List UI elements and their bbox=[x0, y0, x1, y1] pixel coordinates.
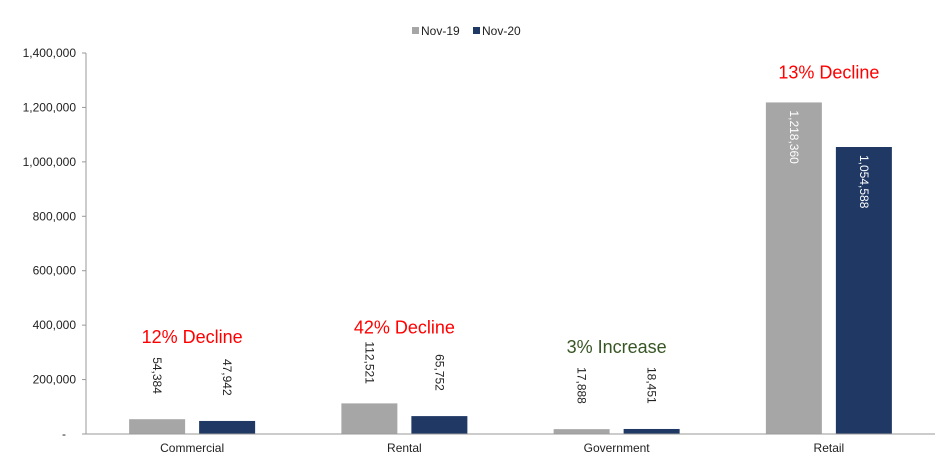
bar-government-nov-19 bbox=[553, 429, 610, 434]
y-tick-label: - bbox=[62, 427, 66, 441]
bar-government-nov-20 bbox=[623, 428, 680, 434]
bar-retail-nov-19 bbox=[765, 102, 822, 434]
bar-retail-nov-20 bbox=[835, 147, 892, 434]
bars-group: 54,384 47,942 112,521 65,752 17,888 18,451 1,2… bbox=[129, 102, 892, 434]
legend-swatch-nov-19 bbox=[412, 27, 419, 34]
annotation-rental: 42% Decline bbox=[354, 317, 455, 337]
y-tick-label: 1,000,000 bbox=[23, 155, 77, 169]
legend-swatch-nov-20 bbox=[473, 27, 480, 34]
x-tick-label-government: Government bbox=[584, 441, 651, 455]
y-axis: - 200,000 400,000 600,000 800,000 1,000,000 1,… bbox=[23, 46, 87, 441]
x-tick-label-rental: Rental bbox=[387, 441, 422, 455]
chart-legend: Nov-19 Nov-20 bbox=[412, 24, 521, 38]
legend-label-nov-19: Nov-19 bbox=[421, 24, 460, 38]
data-label-rental-nov-20: 65,752 bbox=[432, 354, 446, 391]
data-label-retail-nov-20: 1,054,588 bbox=[857, 155, 871, 209]
y-tick-label: 1,400,000 bbox=[23, 46, 77, 60]
x-tick-label-retail: Retail bbox=[814, 441, 845, 455]
bar-rental-nov-19 bbox=[341, 403, 398, 434]
y-tick-label: 1,200,000 bbox=[23, 100, 77, 114]
data-label-rental-nov-19: 112,521 bbox=[362, 341, 376, 384]
data-label-commercial-nov-20: 47,942 bbox=[220, 359, 234, 396]
annotations-group: 12% Decline 42% Decline 3% Increase 13% Dec… bbox=[142, 62, 880, 357]
data-label-government-nov-20: 18,451 bbox=[645, 367, 659, 404]
annotation-commercial: 12% Decline bbox=[142, 327, 243, 347]
x-tick-label-commercial: Commercial bbox=[160, 441, 224, 455]
y-tick-label: 600,000 bbox=[33, 264, 77, 278]
data-label-commercial-nov-19: 54,384 bbox=[150, 357, 164, 394]
annotation-government: 3% Increase bbox=[567, 337, 667, 357]
y-tick-label: 200,000 bbox=[33, 373, 77, 387]
annotation-retail: 13% Decline bbox=[778, 62, 879, 82]
data-label-retail-nov-19: 1,218,360 bbox=[787, 110, 801, 164]
y-tick-label: 800,000 bbox=[33, 209, 77, 223]
bar-rental-nov-20 bbox=[411, 416, 468, 434]
y-tick-label: 400,000 bbox=[33, 318, 77, 332]
bar-commercial-nov-20 bbox=[199, 420, 256, 434]
x-axis: Commercial Rental Government Retail bbox=[86, 433, 935, 455]
data-label-government-nov-19: 17,888 bbox=[575, 367, 589, 404]
bar-commercial-nov-19 bbox=[129, 419, 186, 434]
legend-label-nov-20: Nov-20 bbox=[482, 24, 521, 38]
